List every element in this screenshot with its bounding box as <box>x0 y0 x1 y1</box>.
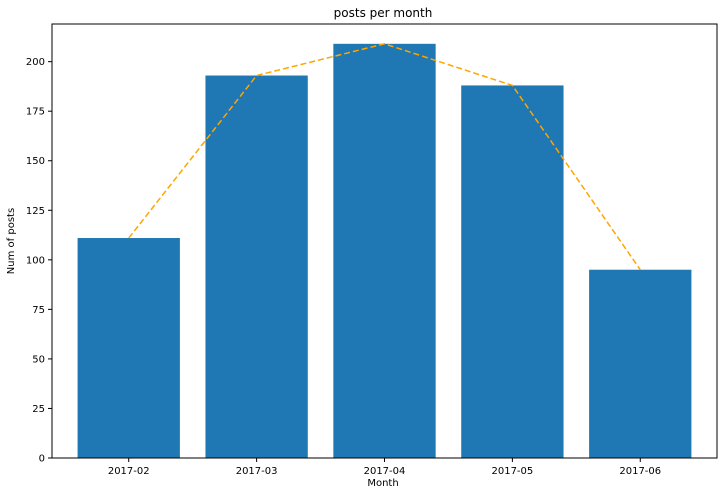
y-tick-label-100: 100 <box>26 255 45 266</box>
x-tick-label-2017-04: 2017-04 <box>364 466 406 477</box>
y-tick-label-0: 0 <box>39 454 45 465</box>
x-tick-label-2017-06: 2017-06 <box>619 466 661 477</box>
chart-title: posts per month <box>334 6 433 20</box>
y-tick-label-50: 50 <box>32 354 45 365</box>
plot-area: 0 25 50 75 100 125 150 175 200 2017-02 2017-03 2017… <box>26 23 718 477</box>
y-axis-title: Num of posts <box>6 208 17 274</box>
bar-2017-06 <box>589 269 692 458</box>
y-tick-label-150: 150 <box>26 156 45 167</box>
y-tick-label-175: 175 <box>26 107 45 118</box>
y-tick-label-75: 75 <box>32 305 45 316</box>
x-tick-label-2017-02: 2017-02 <box>108 466 150 477</box>
bar-2017-04 <box>333 43 436 458</box>
bar-2017-03 <box>205 75 308 458</box>
x-axis-title: Month <box>367 478 398 489</box>
x-tick-label-2017-03: 2017-03 <box>236 466 278 477</box>
y-tick-label-25: 25 <box>32 404 45 415</box>
x-tick-label-2017-05: 2017-05 <box>491 466 533 477</box>
bar-2017-05 <box>461 85 564 459</box>
y-tick-label-125: 125 <box>26 206 45 217</box>
trend-line <box>128 43 641 271</box>
y-tick-label-200: 200 <box>26 57 45 68</box>
bar-2017-02 <box>77 238 180 458</box>
